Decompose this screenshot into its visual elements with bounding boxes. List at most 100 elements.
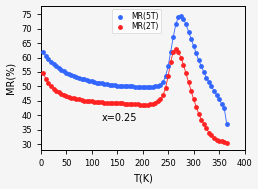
MR(2T) bbox=[217, 139, 221, 142]
MR(5T) bbox=[135, 85, 140, 88]
MR(5T) bbox=[161, 81, 165, 84]
MR(2T) bbox=[197, 112, 201, 115]
MR(2T) bbox=[54, 89, 58, 92]
MR(2T) bbox=[189, 89, 193, 92]
MR(2T) bbox=[204, 127, 208, 130]
MR(5T) bbox=[181, 17, 186, 20]
MR(2T) bbox=[220, 140, 224, 143]
Y-axis label: MR(%): MR(%) bbox=[6, 62, 15, 94]
MR(5T) bbox=[69, 73, 73, 76]
MR(5T) bbox=[225, 122, 229, 125]
MR(2T) bbox=[194, 105, 198, 108]
MR(5T) bbox=[171, 36, 175, 39]
MR(2T) bbox=[79, 98, 84, 101]
MR(2T) bbox=[41, 71, 45, 74]
MR(5T) bbox=[46, 57, 51, 60]
MR(5T) bbox=[197, 59, 201, 62]
MR(5T) bbox=[110, 83, 114, 86]
MR(5T) bbox=[143, 85, 147, 88]
MR(5T) bbox=[59, 68, 63, 71]
MR(5T) bbox=[138, 85, 142, 88]
MR(2T) bbox=[118, 102, 122, 105]
MR(2T) bbox=[135, 103, 140, 106]
MR(5T) bbox=[51, 62, 55, 65]
MR(5T) bbox=[130, 85, 134, 88]
MR(2T) bbox=[110, 101, 114, 104]
MR(5T) bbox=[128, 85, 132, 88]
MR(5T) bbox=[64, 71, 68, 74]
MR(5T) bbox=[87, 79, 91, 82]
MR(5T) bbox=[214, 94, 219, 97]
MR(5T) bbox=[108, 83, 112, 86]
MR(2T) bbox=[130, 102, 134, 105]
MR(2T) bbox=[176, 50, 180, 53]
MR(2T) bbox=[214, 138, 219, 141]
MR(5T) bbox=[164, 75, 168, 78]
MR(2T) bbox=[102, 101, 107, 104]
MR(2T) bbox=[123, 102, 127, 105]
MR(5T) bbox=[189, 37, 193, 40]
MR(5T) bbox=[204, 76, 208, 79]
MR(5T) bbox=[153, 85, 157, 88]
MR(2T) bbox=[51, 87, 55, 90]
MR(2T) bbox=[77, 98, 81, 101]
MR(5T) bbox=[179, 14, 183, 17]
MR(5T) bbox=[202, 70, 206, 74]
MR(2T) bbox=[209, 134, 214, 137]
MR(2T) bbox=[115, 102, 119, 105]
MR(2T) bbox=[158, 98, 163, 101]
MR(2T) bbox=[191, 98, 196, 101]
MR(5T) bbox=[194, 52, 198, 55]
MR(2T) bbox=[92, 100, 96, 103]
MR(2T) bbox=[44, 78, 48, 81]
MR(2T) bbox=[125, 102, 130, 105]
MR(5T) bbox=[49, 60, 53, 63]
MR(5T) bbox=[44, 55, 48, 58]
MR(5T) bbox=[102, 83, 107, 86]
MR(2T) bbox=[141, 103, 145, 106]
MR(2T) bbox=[143, 103, 147, 106]
MR(5T) bbox=[146, 85, 150, 88]
MR(2T) bbox=[166, 75, 170, 78]
MR(5T) bbox=[41, 50, 45, 53]
Legend: MR(5T), MR(2T): MR(5T), MR(2T) bbox=[112, 9, 162, 33]
MR(5T) bbox=[112, 84, 117, 87]
MR(2T) bbox=[67, 95, 71, 98]
MR(2T) bbox=[85, 99, 89, 102]
MR(2T) bbox=[97, 101, 101, 104]
MR(5T) bbox=[125, 84, 130, 88]
MR(2T) bbox=[128, 102, 132, 105]
MR(2T) bbox=[49, 85, 53, 88]
MR(2T) bbox=[62, 94, 66, 97]
MR(5T) bbox=[79, 77, 84, 80]
MR(2T) bbox=[74, 97, 78, 100]
MR(5T) bbox=[166, 65, 170, 68]
MR(2T) bbox=[59, 92, 63, 95]
MR(5T) bbox=[199, 65, 203, 68]
MR(5T) bbox=[209, 85, 214, 88]
MR(2T) bbox=[133, 103, 137, 106]
MR(5T) bbox=[176, 15, 180, 19]
MR(2T) bbox=[100, 101, 104, 104]
MR(5T) bbox=[62, 70, 66, 73]
MR(5T) bbox=[222, 106, 226, 109]
MR(5T) bbox=[174, 23, 178, 26]
MR(2T) bbox=[82, 99, 86, 102]
MR(5T) bbox=[67, 72, 71, 75]
MR(5T) bbox=[207, 81, 211, 84]
MR(2T) bbox=[148, 103, 152, 106]
MR(5T) bbox=[115, 84, 119, 87]
MR(2T) bbox=[179, 56, 183, 59]
MR(2T) bbox=[212, 137, 216, 140]
MR(5T) bbox=[151, 85, 155, 88]
MR(5T) bbox=[217, 98, 221, 101]
MR(2T) bbox=[153, 101, 157, 104]
MR(2T) bbox=[69, 96, 73, 99]
MR(5T) bbox=[120, 84, 124, 87]
MR(2T) bbox=[108, 101, 112, 104]
MR(2T) bbox=[95, 100, 99, 103]
MR(2T) bbox=[64, 94, 68, 97]
MR(5T) bbox=[100, 82, 104, 85]
MR(5T) bbox=[184, 23, 188, 26]
MR(5T) bbox=[141, 85, 145, 88]
